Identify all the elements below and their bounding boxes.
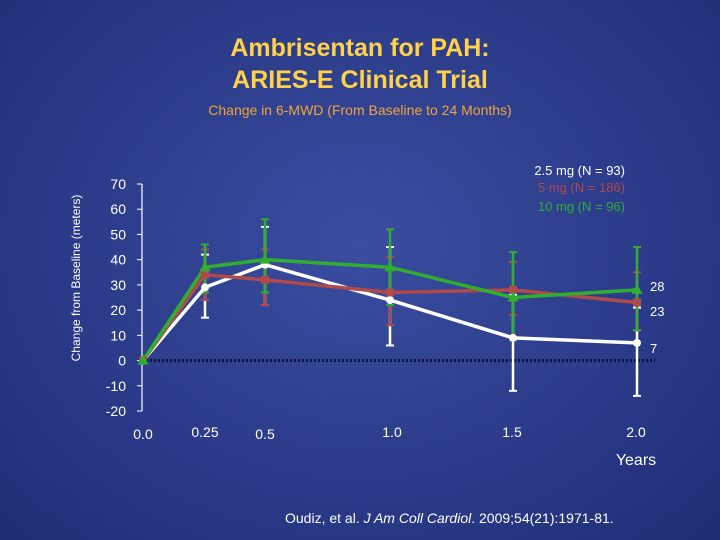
legend-entry: 10 mg (N = 96) [538, 199, 625, 214]
end-value-label: 7 [650, 341, 657, 356]
data-point [199, 261, 211, 272]
data-point [633, 338, 641, 347]
series-lines [141, 257, 638, 362]
data-point [386, 296, 394, 305]
chart-title-line2: ARIES-E Clinical Trial [232, 66, 488, 94]
y-tick-label: 10 [110, 327, 126, 343]
citation-journal: J Am Coll Cardiol [363, 510, 472, 526]
citation-details: . 2009;54(21):1971-81. [471, 510, 614, 526]
end-labels: 7 23 28 [650, 279, 664, 356]
series-markers [137, 253, 643, 365]
chart-title-line1: Ambrisentan for PAH: [230, 34, 490, 62]
series-line [141, 257, 638, 362]
x-tick-label: 2.0 [626, 424, 646, 440]
data-point [509, 333, 517, 342]
legend: 2.5 mg (N = 93) 5 mg (N = 186) 10 mg (N = … [534, 163, 625, 214]
data-point [137, 354, 149, 365]
y-tick-label: 50 [110, 226, 126, 242]
y-tick-label: 30 [110, 277, 126, 293]
axes: 70 60 50 40 30 20 10 0 -10 -20 0.0 0.25 0.5 1.0 1.5 2.0 [106, 176, 655, 442]
data-point [633, 298, 641, 307]
data-point [201, 270, 209, 279]
y-tick-label: 40 [110, 252, 126, 268]
y-tick-label: 0 [118, 353, 126, 369]
legend-entry: 5 mg (N = 186) [538, 180, 625, 195]
end-value-label: 23 [650, 304, 664, 319]
data-point [509, 285, 517, 294]
y-axis-label: Change from Baseline (meters) [69, 195, 83, 362]
legend-entry: 2.5 mg (N = 93) [534, 163, 625, 178]
data-point [507, 291, 519, 302]
x-tick-label: 0.0 [133, 426, 153, 442]
y-tick-label: -20 [106, 403, 126, 419]
data-point [201, 283, 209, 292]
data-point [386, 288, 394, 297]
end-value-label: 28 [650, 279, 664, 294]
data-point [261, 275, 269, 284]
x-tick-label: 1.0 [382, 424, 402, 440]
x-tick-label: 0.5 [255, 426, 275, 442]
series-line [141, 272, 638, 362]
y-tick-label: 20 [110, 302, 126, 318]
x-axis-label: Years [616, 452, 656, 469]
citation: Oudiz, et al. J Am Coll Cardiol. 2009;54… [285, 510, 614, 526]
data-point [631, 283, 643, 294]
series-line [141, 262, 638, 362]
y-tick-label: 70 [110, 176, 126, 192]
citation-authors: Oudiz, et al. [285, 510, 360, 526]
data-point [384, 261, 396, 272]
y-tick-label: 60 [110, 201, 126, 217]
x-tick-label: 1.5 [502, 424, 522, 440]
x-tick-label: 0.25 [191, 424, 218, 440]
error-bars [201, 218, 641, 397]
chart-subtitle: Change in 6-MWD (From Baseline to 24 Mon… [208, 102, 512, 118]
data-point [259, 253, 271, 264]
y-tick-label: -10 [106, 378, 126, 394]
